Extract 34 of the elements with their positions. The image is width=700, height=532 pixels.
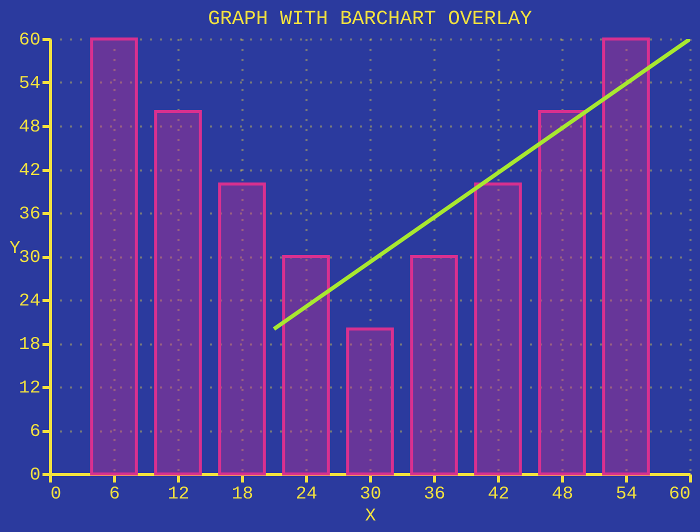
bar: [282, 255, 330, 476]
x-axis-title: X: [365, 506, 376, 526]
x-tick-label: 18: [232, 484, 254, 504]
y-tick-label: 48: [18, 118, 40, 138]
bar: [538, 110, 586, 476]
x-tick-label: 30: [360, 484, 382, 504]
bar: [474, 182, 522, 476]
x-tick-label: 36: [424, 484, 446, 504]
x-tick-label: 6: [109, 484, 120, 504]
x-tick-label: 48: [552, 484, 574, 504]
x-tick-label: 24: [296, 484, 318, 504]
y-tick-label: 24: [18, 292, 40, 312]
x-tick-label: 42: [488, 484, 510, 504]
bar: [602, 38, 650, 476]
chart-title: GRAPH WITH BARCHART OVERLAY: [208, 8, 532, 31]
bar: [218, 182, 266, 476]
x-tick-label: 54: [616, 484, 638, 504]
x-tick-label: 0: [50, 484, 62, 504]
y-tick-label: 12: [18, 378, 40, 398]
y-tick-label: 60: [18, 30, 40, 50]
y-tick-label: 42: [18, 161, 40, 181]
y-tick-label: 30: [18, 248, 40, 268]
y-tick-label: 6: [30, 422, 40, 442]
x-tick-label: 60: [668, 484, 690, 504]
y-tick-label: 36: [18, 204, 40, 224]
bar: [410, 255, 458, 476]
y-tick-label: 54: [18, 74, 40, 94]
x-tick-label: 12: [168, 484, 190, 504]
bar: [154, 110, 202, 476]
y-axis-title: Y: [9, 239, 20, 259]
y-tick-label: 18: [18, 335, 40, 355]
y-tick-label: 0: [30, 466, 40, 486]
bar: [90, 38, 138, 476]
bar: [346, 328, 394, 476]
